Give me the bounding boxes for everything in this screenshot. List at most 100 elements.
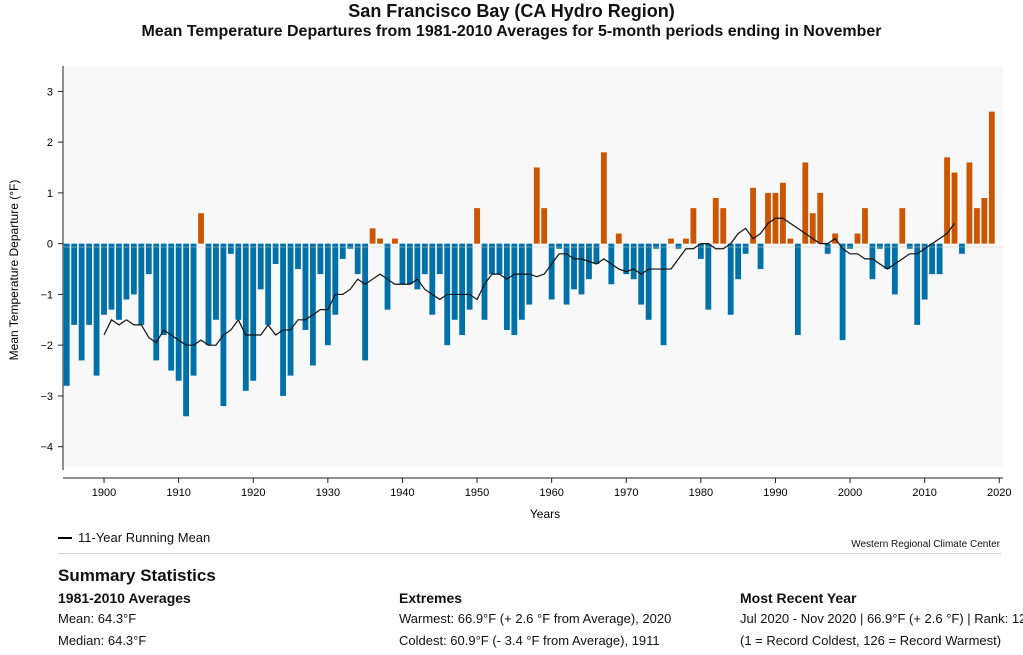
x-tick-label: 1980 [689, 487, 713, 499]
bar-1973 [646, 244, 652, 320]
bar-1943 [422, 244, 428, 274]
bar-1978 [683, 239, 689, 244]
bar-1917 [228, 244, 234, 254]
bar-1932 [340, 244, 346, 259]
bar-2012 [937, 244, 943, 274]
bar-1915 [213, 244, 219, 320]
x-tick-label: 1960 [539, 487, 563, 499]
bar-1895 [64, 244, 70, 386]
bar-1989 [765, 193, 771, 244]
bar-1996 [817, 193, 823, 244]
bar-1928 [310, 244, 316, 366]
bar-2008 [907, 244, 913, 249]
temperature-departure-chart: 3210−1−2−3−4 1900 1910 1920 1930 1940 1950 196… [0, 0, 1023, 525]
bar-1962 [564, 244, 570, 305]
bar-1933 [347, 244, 353, 249]
bar-1900 [101, 244, 107, 315]
x-tick-label: 2010 [912, 487, 936, 499]
bar-1986 [743, 244, 749, 254]
bar-1922 [265, 244, 271, 325]
bar-1911 [183, 244, 189, 417]
bar-1981 [705, 244, 711, 310]
y-tick-label: −3 [40, 391, 53, 403]
bar-2003 [870, 244, 876, 280]
recent-line-1: Jul 2020 - Nov 2020 | 66.9°F (+ 2.6 °F) … [740, 611, 1023, 626]
bar-1950 [474, 208, 480, 244]
extremes-section: Extremes Warmest: 66.9°F (+ 2.6 °F from … [399, 590, 671, 655]
bar-1945 [437, 244, 443, 274]
bar-1979 [690, 208, 696, 244]
bar-2004 [877, 244, 883, 249]
bar-1898 [86, 244, 92, 325]
bar-1971 [631, 244, 637, 280]
summary-title: Summary Statistics [58, 566, 216, 586]
bar-1999 [840, 244, 846, 340]
mean-value: Mean: 64.3°F [58, 611, 191, 626]
bar-1920 [250, 244, 256, 381]
bar-1916 [220, 244, 226, 406]
bar-1964 [579, 244, 585, 295]
coldest-value: Coldest: 60.9°F (- 3.4 °F from Average),… [399, 633, 671, 648]
bar-1905 [138, 244, 144, 325]
bar-1949 [467, 244, 473, 310]
x-tick-label: 2000 [838, 487, 862, 499]
bar-2006 [892, 244, 898, 295]
x-tick-label: 1940 [390, 487, 414, 499]
bar-1913 [198, 213, 204, 243]
bar-1958 [534, 168, 540, 244]
y-tick-label: 0 [47, 239, 53, 251]
bar-1975 [661, 244, 667, 346]
bar-1935 [362, 244, 368, 361]
bar-1921 [258, 244, 264, 290]
bar-1924 [280, 244, 286, 396]
bar-1899 [94, 244, 100, 376]
y-tick-label: −1 [40, 289, 53, 301]
bar-1902 [116, 244, 122, 320]
source-credit: Western Regional Climate Center [851, 539, 1000, 550]
x-tick-label: 1920 [241, 487, 265, 499]
bar-1997 [825, 244, 831, 254]
bar-2011 [929, 244, 935, 274]
bar-1984 [728, 244, 734, 315]
x-tick-label: 1990 [763, 487, 787, 499]
bar-1923 [273, 244, 279, 264]
bar-1947 [452, 244, 458, 320]
bar-1919 [243, 244, 249, 391]
bar-1906 [146, 244, 152, 274]
bar-1944 [429, 244, 435, 315]
bar-2001 [855, 234, 861, 244]
bar-1948 [459, 244, 465, 335]
y-tick-label: 1 [47, 188, 53, 200]
bar-2016 [967, 162, 973, 243]
bar-1953 [497, 244, 503, 274]
legend-label: 11-Year Running Mean [78, 530, 210, 545]
y-tick-label: −2 [40, 340, 53, 352]
bar-2009 [914, 244, 920, 325]
x-tick-label: 1930 [316, 487, 340, 499]
bar-1969 [616, 234, 622, 244]
bar-1980 [698, 244, 704, 259]
bar-1931 [332, 244, 338, 315]
y-axis-label: Mean Temperature Departure (°F) [7, 180, 21, 361]
bar-1908 [161, 244, 167, 335]
legend-line-icon [58, 537, 72, 539]
bar-1961 [556, 244, 562, 249]
bar-2018 [981, 198, 987, 244]
bar-1904 [131, 244, 137, 295]
bar-1903 [124, 244, 130, 300]
bar-1929 [317, 244, 323, 274]
bar-1937 [377, 239, 383, 244]
y-tick-label: 2 [47, 137, 53, 149]
bar-1956 [519, 244, 525, 320]
bar-1927 [303, 244, 309, 330]
x-axis-label: Years [530, 507, 560, 521]
extremes-heading: Extremes [399, 590, 671, 606]
averages-section: 1981-2010 Averages Mean: 64.3°F Median: … [58, 590, 191, 655]
x-tick-label: 1910 [166, 487, 190, 499]
bar-1993 [795, 244, 801, 335]
divider [58, 553, 1001, 554]
bar-1896 [71, 244, 77, 325]
recent-year-section: Most Recent Year Jul 2020 - Nov 2020 | 6… [740, 590, 1023, 655]
bar-2015 [959, 244, 965, 254]
bar-1983 [720, 208, 726, 244]
